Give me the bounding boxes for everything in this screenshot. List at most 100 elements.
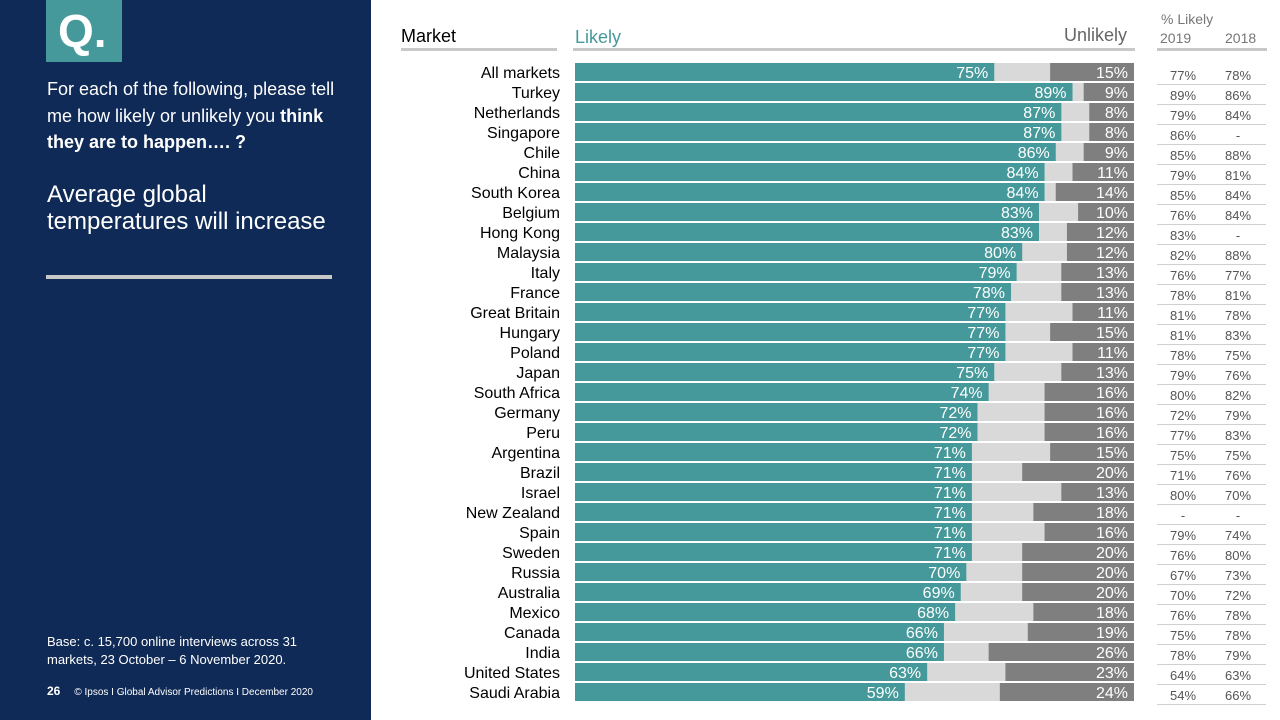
likely-2018-value: 83%: [1225, 328, 1251, 343]
unlikely-header: Unlikely: [1064, 25, 1128, 45]
unlikely-bar: [1022, 583, 1134, 601]
base-note: Base: c. 15,700 online interviews across…: [47, 634, 298, 667]
likely-value-label: 72%: [939, 425, 971, 442]
unlikely-value-label: 8%: [1105, 105, 1128, 122]
question-bold: think they are to happen…. ?: [47, 105, 324, 153]
likely-value-label: 68%: [917, 605, 949, 622]
unlikely-value-label: 20%: [1096, 545, 1128, 562]
market-label: Turkey: [512, 85, 560, 102]
unlikely-bar: [1089, 123, 1134, 141]
likely-bar: [575, 103, 1062, 121]
q-letter: Q.: [58, 5, 107, 57]
likely-2018-value: -: [1236, 508, 1240, 523]
market-label: Saudi Arabia: [469, 685, 560, 702]
likely-bar: [575, 463, 972, 481]
likely-value-label: 77%: [967, 325, 999, 342]
market-label: Poland: [510, 345, 560, 362]
likely-bar: [575, 203, 1039, 221]
unlikely-bar: [1083, 143, 1134, 161]
likely-value-label: 71%: [934, 485, 966, 502]
unlikely-value-label: 16%: [1096, 385, 1128, 402]
likely-2018-value: 78%: [1225, 68, 1251, 83]
likely-value-label: 77%: [967, 305, 999, 322]
likely-bar: [575, 603, 956, 621]
unlikely-bar: [1033, 603, 1134, 621]
market-label: Netherlands: [474, 105, 560, 122]
likely-value-label: 71%: [934, 445, 966, 462]
likely-2018-value: 74%: [1225, 528, 1251, 543]
likely-2019-value: 85%: [1170, 148, 1196, 163]
likely-bar: [575, 303, 1006, 321]
likely-value-label: 59%: [867, 685, 899, 702]
market-label: India: [525, 645, 560, 662]
likely-bar: [575, 663, 928, 681]
unlikely-value-label: 20%: [1096, 465, 1128, 482]
likely-2019-value: 78%: [1170, 648, 1196, 663]
market-label: Australia: [498, 585, 560, 602]
unlikely-value-label: 19%: [1096, 625, 1128, 642]
likely-bar: [575, 623, 944, 641]
likely-2019-value: 79%: [1170, 528, 1196, 543]
likely-2019-value: 75%: [1170, 448, 1196, 463]
likely-2019-value: 89%: [1170, 88, 1196, 103]
unlikely-bar: [1078, 203, 1134, 221]
likely-2018-value: 79%: [1225, 648, 1251, 663]
likely-2019-value: 67%: [1170, 568, 1196, 583]
likely-2019-value: 76%: [1170, 548, 1196, 563]
unlikely-value-label: 16%: [1096, 405, 1128, 422]
likely-bar: [575, 583, 961, 601]
market-label: United States: [464, 665, 560, 682]
market-header-rule: [401, 48, 557, 51]
likely-bar: [575, 423, 978, 441]
likely-bar: [575, 363, 995, 381]
likely-bar: [575, 323, 1006, 341]
likely-2018-value: 81%: [1225, 288, 1251, 303]
unlikely-bar: [1061, 483, 1134, 501]
unlikely-value-label: 14%: [1096, 185, 1128, 202]
likely-2019-value: 78%: [1170, 288, 1196, 303]
unlikely-bar: [1066, 243, 1134, 261]
likely-2018-value: 76%: [1225, 368, 1251, 383]
likely-bar: [575, 123, 1062, 141]
likely-2019-value: 78%: [1170, 348, 1196, 363]
market-label: Italy: [531, 265, 560, 282]
likely-value-label: 79%: [979, 265, 1011, 282]
likely-2019-value: 79%: [1170, 368, 1196, 383]
unlikely-bar: [988, 643, 1134, 661]
unlikely-value-label: 9%: [1105, 145, 1128, 162]
unlikely-bar: [1044, 523, 1134, 541]
unlikely-bar: [1061, 263, 1134, 281]
likely-2018-value: 73%: [1225, 568, 1251, 583]
footer: 26 © Ipsos I Global Advisor Predictions I…: [47, 684, 313, 698]
likely-2018-value: 81%: [1225, 168, 1251, 183]
likely-value-label: 78%: [973, 285, 1005, 302]
market-label: All markets: [481, 65, 560, 82]
likely-bar: [575, 563, 967, 581]
likely-value-label: 87%: [1023, 105, 1055, 122]
likely-2018-value: 80%: [1225, 548, 1251, 563]
unlikely-bar: [1072, 343, 1134, 361]
unlikely-bar: [1072, 303, 1134, 321]
likely-value-label: 75%: [956, 365, 988, 382]
likely-2019-value: 70%: [1170, 588, 1196, 603]
market-label: Great Britain: [470, 305, 560, 322]
likely-2019-value: 79%: [1170, 108, 1196, 123]
market-label: China: [518, 165, 560, 182]
market-label: Mexico: [509, 605, 560, 622]
unlikely-value-label: 11%: [1097, 345, 1128, 362]
unlikely-value-label: 23%: [1096, 665, 1128, 682]
unlikely-bar: [1027, 623, 1134, 641]
likely-2018-value: 72%: [1225, 588, 1251, 603]
unlikely-value-label: 8%: [1105, 125, 1128, 142]
market-label: France: [510, 285, 560, 302]
unlikely-value-label: 10%: [1096, 205, 1128, 222]
unlikely-bar: [1005, 663, 1134, 681]
likely-bar: [575, 283, 1012, 301]
likely-2018-value: -: [1236, 228, 1240, 243]
unlikely-value-label: 16%: [1096, 525, 1128, 542]
likely-value-label: 63%: [889, 665, 921, 682]
likely-2018-value: 77%: [1225, 268, 1251, 283]
likely-2018-value: 86%: [1225, 88, 1251, 103]
unlikely-bar: [1033, 503, 1134, 521]
market-label: Canada: [504, 625, 560, 642]
